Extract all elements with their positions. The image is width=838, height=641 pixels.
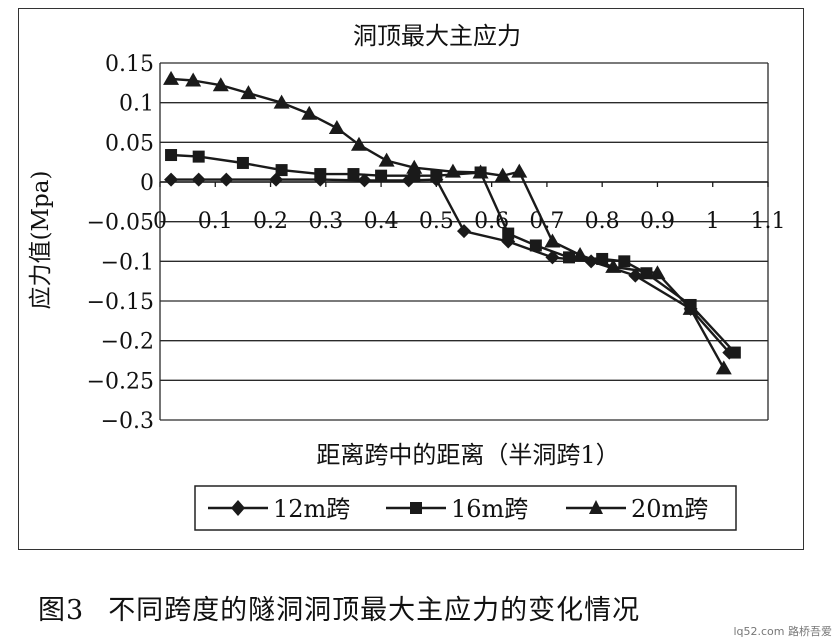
x-axis-label: 距离跨中的距离（半洞跨1）: [316, 441, 619, 469]
data-point-triangle: [406, 159, 423, 174]
data-point-triangle: [682, 300, 699, 315]
y-tick-label: 0.05: [105, 131, 154, 156]
x-tick-label: 1.1: [751, 209, 786, 234]
legend-item-16m: 16m跨: [386, 495, 528, 523]
data-point-triangle: [163, 70, 180, 85]
data-point-square: [165, 149, 178, 162]
x-tick-label: 1: [706, 209, 720, 234]
data-point-triangle: [572, 246, 589, 261]
chart-title: 洞顶最大主应力: [353, 22, 521, 50]
diamond-marker-icon: [231, 500, 245, 516]
y-tick-label: 0: [140, 171, 154, 196]
watermark: lq52.com 路桥吾爱: [733, 625, 832, 638]
series-layer: [163, 70, 741, 375]
x-axis: 0 0.1 0.2 0.3 0.4 0.5 0.6 0.7 0.8 0.9 1 1.1: [153, 181, 786, 234]
data-point-triangle: [605, 258, 622, 273]
data-point-diamond: [219, 172, 234, 187]
data-point-square: [314, 168, 327, 181]
data-point-square: [375, 169, 388, 182]
y-tick-label: 0.15: [105, 52, 154, 77]
y-tick-label: −0.1: [101, 250, 154, 275]
triangle-marker-icon: [589, 500, 603, 514]
data-point-square: [563, 251, 576, 264]
data-point-square: [236, 156, 249, 169]
series-1: [164, 172, 737, 360]
data-point-square: [502, 227, 515, 240]
data-point-triangle: [350, 136, 367, 151]
x-tick-label: 0: [153, 209, 167, 234]
data-point-square: [430, 169, 443, 182]
data-point-diamond: [269, 172, 284, 187]
series-3: [163, 70, 732, 375]
data-point-diamond: [357, 173, 372, 188]
data-point-triangle: [472, 164, 489, 179]
data-point-square: [275, 164, 288, 177]
legend-item-20m: 20m跨: [566, 495, 708, 523]
y-tick-label: −0.3: [101, 409, 154, 434]
data-point-triangle: [185, 72, 202, 87]
data-point-square: [529, 239, 542, 252]
data-point-diamond: [164, 172, 179, 187]
y-tick-label: 0.1: [119, 92, 154, 117]
data-point-triangle: [273, 94, 290, 109]
figure-caption: 图3 不同跨度的隧洞洞顶最大主应力的变化情况: [38, 588, 640, 627]
figure-frame: [18, 8, 804, 550]
data-point-square: [192, 150, 205, 163]
x-tick-label: 0.2: [253, 209, 288, 234]
legend-label: 16m跨: [451, 495, 528, 523]
y-tick-label: −0.15: [87, 290, 154, 315]
figure-number: 图3: [38, 595, 85, 626]
data-point-diamond: [191, 172, 206, 187]
legend: 12m跨 16m跨 20m跨: [194, 485, 737, 531]
data-point-triangle: [328, 120, 345, 135]
legend-label: 12m跨: [273, 495, 350, 523]
square-marker-icon: [410, 502, 422, 514]
x-tick-label: 0.9: [640, 209, 675, 234]
grid-lines: [159, 62, 769, 421]
y-tick-label: −0.25: [87, 369, 154, 394]
legend-item-12m: 12m跨: [208, 495, 350, 523]
data-point-triangle: [378, 152, 395, 167]
y-axis: 0.15 0.1 0.05 0 −0.05 −0.1 −0.15 −0.2 −0.25 −0.3: [87, 52, 154, 434]
x-tick-label: 0.3: [308, 209, 343, 234]
legend-box: [194, 485, 737, 531]
data-point-triangle: [544, 233, 561, 248]
y-axis-label: 应力值(Mpa): [28, 171, 54, 310]
data-point-triangle: [301, 105, 318, 120]
data-point-triangle: [240, 85, 257, 100]
data-point-square: [618, 255, 631, 268]
data-point-triangle: [212, 77, 229, 92]
legend-label: 20m跨: [631, 495, 708, 523]
data-point-square: [347, 168, 360, 181]
data-point-diamond: [628, 268, 643, 283]
x-tick-label: 0.4: [364, 209, 399, 234]
x-tick-label: 0.8: [585, 209, 620, 234]
series-line: [171, 178, 731, 354]
x-tick-label: 0.1: [198, 209, 233, 234]
series-line: [171, 77, 725, 369]
series-line: [171, 153, 736, 354]
y-tick-label: −0.05: [87, 211, 154, 236]
y-tick-label: −0.2: [101, 330, 154, 355]
data-point-triangle: [715, 360, 732, 375]
data-point-triangle: [511, 163, 528, 178]
data-point-square: [728, 346, 741, 359]
data-point-triangle: [494, 167, 511, 182]
x-tick-label: 0.5: [419, 209, 454, 234]
data-point-diamond: [457, 224, 471, 239]
data-point-triangle: [649, 265, 666, 280]
data-point-triangle: [444, 163, 461, 178]
caption-text: 不同跨度的隧洞洞顶最大主应力的变化情况: [108, 595, 641, 626]
